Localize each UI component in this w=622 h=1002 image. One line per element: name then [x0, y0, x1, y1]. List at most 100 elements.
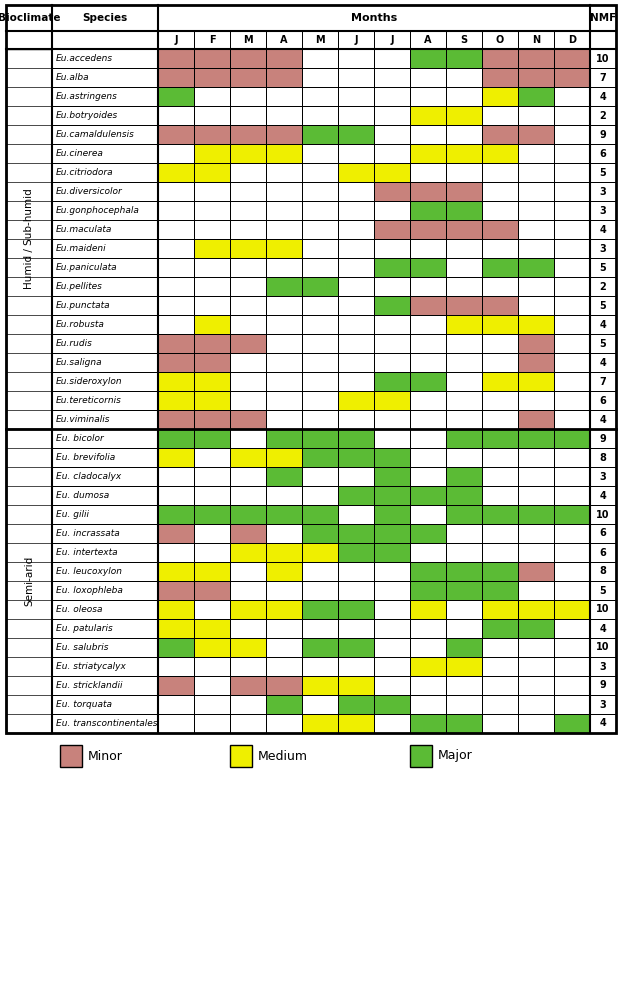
- Bar: [410, 676, 446, 695]
- Bar: [230, 239, 266, 258]
- Bar: [518, 334, 554, 353]
- Bar: [338, 714, 374, 733]
- Bar: [518, 429, 554, 448]
- Text: 2: 2: [600, 110, 606, 120]
- Bar: [446, 638, 482, 657]
- Bar: [590, 391, 616, 410]
- Bar: [410, 372, 446, 391]
- Bar: [590, 505, 616, 524]
- Text: F: F: [209, 35, 215, 45]
- Bar: [266, 49, 302, 68]
- Text: Eu.maideni: Eu.maideni: [56, 244, 106, 253]
- Bar: [374, 220, 410, 239]
- Bar: [446, 31, 482, 49]
- Bar: [518, 31, 554, 49]
- Bar: [302, 638, 338, 657]
- Bar: [590, 258, 616, 277]
- Text: Eu. oleosa: Eu. oleosa: [56, 605, 103, 614]
- Bar: [518, 182, 554, 201]
- Bar: [446, 125, 482, 144]
- Bar: [554, 220, 590, 239]
- Bar: [194, 600, 230, 619]
- Bar: [158, 49, 194, 68]
- Bar: [482, 372, 518, 391]
- Bar: [410, 448, 446, 467]
- Bar: [302, 410, 338, 429]
- Text: Eu.botryoides: Eu.botryoides: [56, 111, 118, 120]
- Bar: [266, 163, 302, 182]
- Bar: [446, 657, 482, 676]
- Bar: [482, 277, 518, 296]
- Bar: [266, 87, 302, 106]
- Bar: [590, 296, 616, 315]
- Text: 2: 2: [600, 282, 606, 292]
- Bar: [482, 391, 518, 410]
- Bar: [590, 5, 616, 31]
- Bar: [6, 5, 616, 733]
- Bar: [52, 410, 158, 429]
- Bar: [302, 87, 338, 106]
- Bar: [194, 524, 230, 543]
- Bar: [482, 562, 518, 581]
- Bar: [554, 467, 590, 486]
- Bar: [410, 505, 446, 524]
- Text: M: M: [315, 35, 325, 45]
- Bar: [158, 486, 194, 505]
- Bar: [518, 353, 554, 372]
- Bar: [52, 676, 158, 695]
- Text: J: J: [355, 35, 358, 45]
- Bar: [446, 87, 482, 106]
- Bar: [230, 657, 266, 676]
- Bar: [518, 391, 554, 410]
- Bar: [482, 695, 518, 714]
- Text: 6: 6: [600, 528, 606, 538]
- Bar: [338, 182, 374, 201]
- Bar: [374, 163, 410, 182]
- Bar: [374, 714, 410, 733]
- Text: 4: 4: [600, 224, 606, 234]
- Bar: [158, 676, 194, 695]
- Bar: [518, 144, 554, 163]
- Bar: [374, 391, 410, 410]
- Bar: [302, 163, 338, 182]
- Bar: [52, 600, 158, 619]
- Bar: [158, 524, 194, 543]
- Bar: [554, 87, 590, 106]
- Bar: [302, 49, 338, 68]
- Bar: [52, 31, 158, 49]
- Bar: [266, 144, 302, 163]
- Bar: [302, 676, 338, 695]
- Bar: [518, 372, 554, 391]
- Text: Medium: Medium: [258, 749, 308, 763]
- Bar: [194, 543, 230, 562]
- Bar: [482, 505, 518, 524]
- Bar: [194, 638, 230, 657]
- Bar: [158, 429, 194, 448]
- Bar: [410, 87, 446, 106]
- Bar: [518, 448, 554, 467]
- Bar: [590, 68, 616, 87]
- Bar: [518, 87, 554, 106]
- Bar: [266, 372, 302, 391]
- Bar: [194, 562, 230, 581]
- Bar: [302, 201, 338, 220]
- Bar: [374, 258, 410, 277]
- Bar: [266, 448, 302, 467]
- Bar: [302, 125, 338, 144]
- Bar: [52, 695, 158, 714]
- Bar: [302, 106, 338, 125]
- Bar: [590, 144, 616, 163]
- Bar: [482, 353, 518, 372]
- Bar: [590, 676, 616, 695]
- Bar: [52, 543, 158, 562]
- Bar: [302, 467, 338, 486]
- Bar: [230, 524, 266, 543]
- Bar: [266, 714, 302, 733]
- Bar: [158, 182, 194, 201]
- Text: Bioclimate: Bioclimate: [0, 13, 60, 23]
- Bar: [194, 220, 230, 239]
- Bar: [482, 638, 518, 657]
- Bar: [518, 619, 554, 638]
- Bar: [266, 543, 302, 562]
- Bar: [158, 163, 194, 182]
